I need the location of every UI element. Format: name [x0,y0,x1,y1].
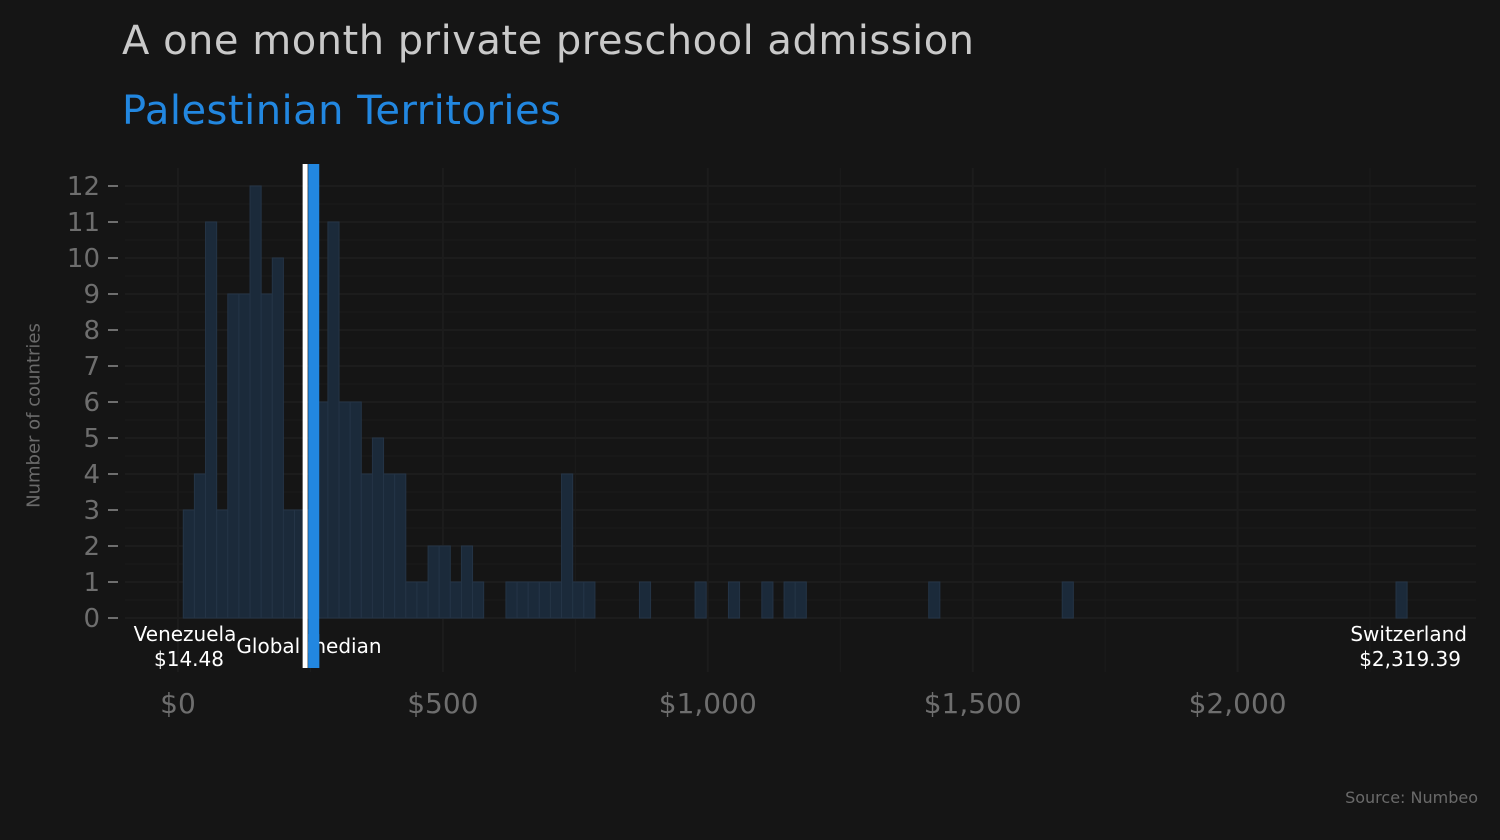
histogram-bar [227,293,240,619]
histogram-bar [216,509,229,619]
y-tick-label: 2 [83,532,100,562]
x-tick-label: $1,500 [924,687,1022,720]
histogram-bar [438,545,451,619]
source-caption: Source: Numbeo [1345,788,1478,807]
reference-lines [302,164,320,668]
y-tick-label: 8 [83,316,100,346]
histogram-bar [783,581,796,619]
histogram-bar [694,581,707,619]
histogram-bar [549,581,563,619]
histogram-bar [260,293,273,619]
histogram-bar [761,581,774,619]
histogram-bar [338,401,351,619]
histogram-bar [449,581,462,619]
y-tick-label: 1 [83,568,100,598]
y-tick-label: 10 [67,244,100,274]
histogram-bar [928,581,941,619]
max-annotation-value: $2,319.39 [1359,647,1461,671]
histogram-bar [1061,581,1074,619]
histogram-bar [205,221,218,619]
histogram-bar [416,581,429,619]
x-tick-label: $0 [160,687,196,720]
histogram-bar [460,545,474,619]
histogram-bar [383,473,396,619]
histogram-bar [727,581,741,619]
min-annotation-value: $14.48 [154,647,224,671]
y-tick-label: 5 [83,424,100,454]
histogram-bar [427,545,440,619]
y-tick-label: 6 [83,388,100,418]
chart-title: A one month private preschool admission [122,18,975,64]
y-tick-label: 9 [83,280,100,310]
histogram-bar [327,221,340,619]
min-annotation-country: Venezuela [134,622,237,646]
histogram-bar [349,401,362,619]
histogram-bar [394,473,407,619]
histogram-bar [527,581,540,619]
y-tick-label: 4 [83,460,100,490]
x-tick-label: $2,000 [1189,687,1287,720]
y-tick-label: 0 [83,604,100,634]
histogram-bar [405,581,418,619]
histogram-bar [583,581,596,619]
y-tick-label: 3 [83,496,100,526]
y-tick-label: 12 [67,172,100,202]
histogram-bar [238,293,251,619]
histogram-bar [538,581,551,619]
histogram-bar [371,437,385,619]
y-tick-label: 7 [83,352,100,382]
histogram-bar [271,257,284,619]
y-tick-label: 11 [67,208,100,238]
histogram-bar [638,581,652,619]
x-tick-label: $1,000 [659,687,757,720]
x-axis-ticks: $0 $500 $1,000 $1,500 $2,000 [160,687,1286,720]
histogram-bar [516,581,529,619]
histogram-bar [249,185,262,619]
histogram-bar [282,509,296,619]
histogram-bar [1395,581,1408,619]
histogram-bar [794,581,807,619]
histogram-bar [561,473,574,619]
histogram-bar [572,581,585,619]
histogram-bar [193,473,207,619]
histogram-bar [182,509,195,619]
chart-subtitle: Palestinian Territories [122,88,562,134]
x-tick-label: $500 [407,687,478,720]
histogram-bar [360,473,373,619]
max-annotation-country: Switzerland [1350,622,1467,646]
histogram-bar [505,581,518,619]
histogram-bar [472,581,485,619]
